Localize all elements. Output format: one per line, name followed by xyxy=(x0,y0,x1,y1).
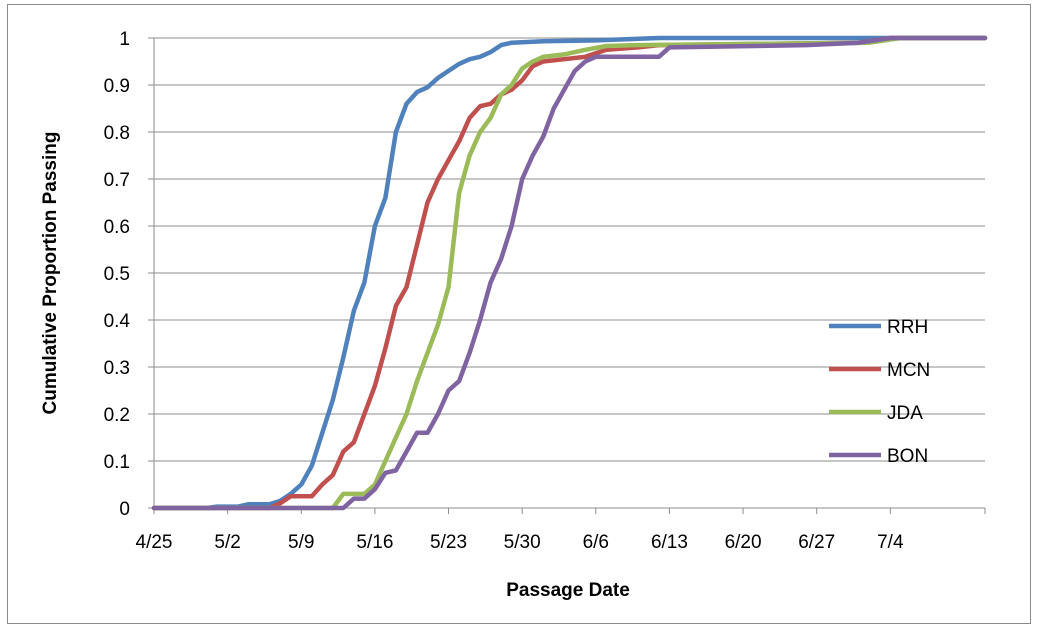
y-tick-label: 0.4 xyxy=(104,311,131,332)
series-line-rrh xyxy=(151,35,988,511)
x-tick-label: 6/6 xyxy=(583,532,609,553)
series-lines xyxy=(151,35,988,511)
y-tick-label: 0.9 xyxy=(104,76,130,97)
series-line-bon xyxy=(151,35,988,511)
x-tick-label: 5/30 xyxy=(504,532,541,553)
legend: RRH MCN JDA BON xyxy=(829,317,930,467)
x-tick-label: 4/25 xyxy=(136,532,173,553)
legend-label-bon: BON xyxy=(887,446,928,467)
y-axis-title: Cumulative Proportion Passing xyxy=(40,132,61,415)
axes xyxy=(148,37,986,514)
y-tick-label: 0.2 xyxy=(104,405,130,426)
y-tick-label: 0.8 xyxy=(104,123,130,144)
x-tick-label: 6/13 xyxy=(651,532,688,553)
legend-label-rrh: RRH xyxy=(887,317,928,338)
gridlines xyxy=(154,37,985,462)
legend-label-mcn: MCN xyxy=(887,360,930,381)
x-tick-label: 5/9 xyxy=(288,532,314,553)
x-tick-label: 5/16 xyxy=(356,532,393,553)
y-tick-label: 0.6 xyxy=(104,217,130,238)
x-axis-title: Passage Date xyxy=(506,580,630,601)
y-tick-label: 0.5 xyxy=(104,264,130,285)
y-tick-label: 0.3 xyxy=(104,358,130,379)
x-tick-label: 6/20 xyxy=(725,532,762,553)
y-tick-labels: 0 0.1 0.2 0.3 0.4 0.5 0.6 0.7 0.8 0.9 1 xyxy=(104,29,131,520)
y-tick-label: 1 xyxy=(119,29,130,50)
series-line-mcn xyxy=(151,35,988,511)
y-tick-label: 0.1 xyxy=(104,452,130,473)
y-tick-label: 0.7 xyxy=(104,170,130,191)
y-tick-label: 0 xyxy=(119,499,130,520)
x-tick-label: 5/23 xyxy=(430,532,467,553)
x-tick-label: 7/4 xyxy=(877,532,904,553)
legend-label-jda: JDA xyxy=(887,403,923,424)
x-tick-label: 6/27 xyxy=(798,532,835,553)
x-tick-label: 5/2 xyxy=(214,532,240,553)
series-line-jda xyxy=(151,35,988,511)
chart-frame xyxy=(7,4,1031,624)
x-tick-labels: 4/25 5/2 5/9 5/16 5/23 5/30 6/6 6/13 6/20 6/27 7/4 xyxy=(136,532,904,553)
